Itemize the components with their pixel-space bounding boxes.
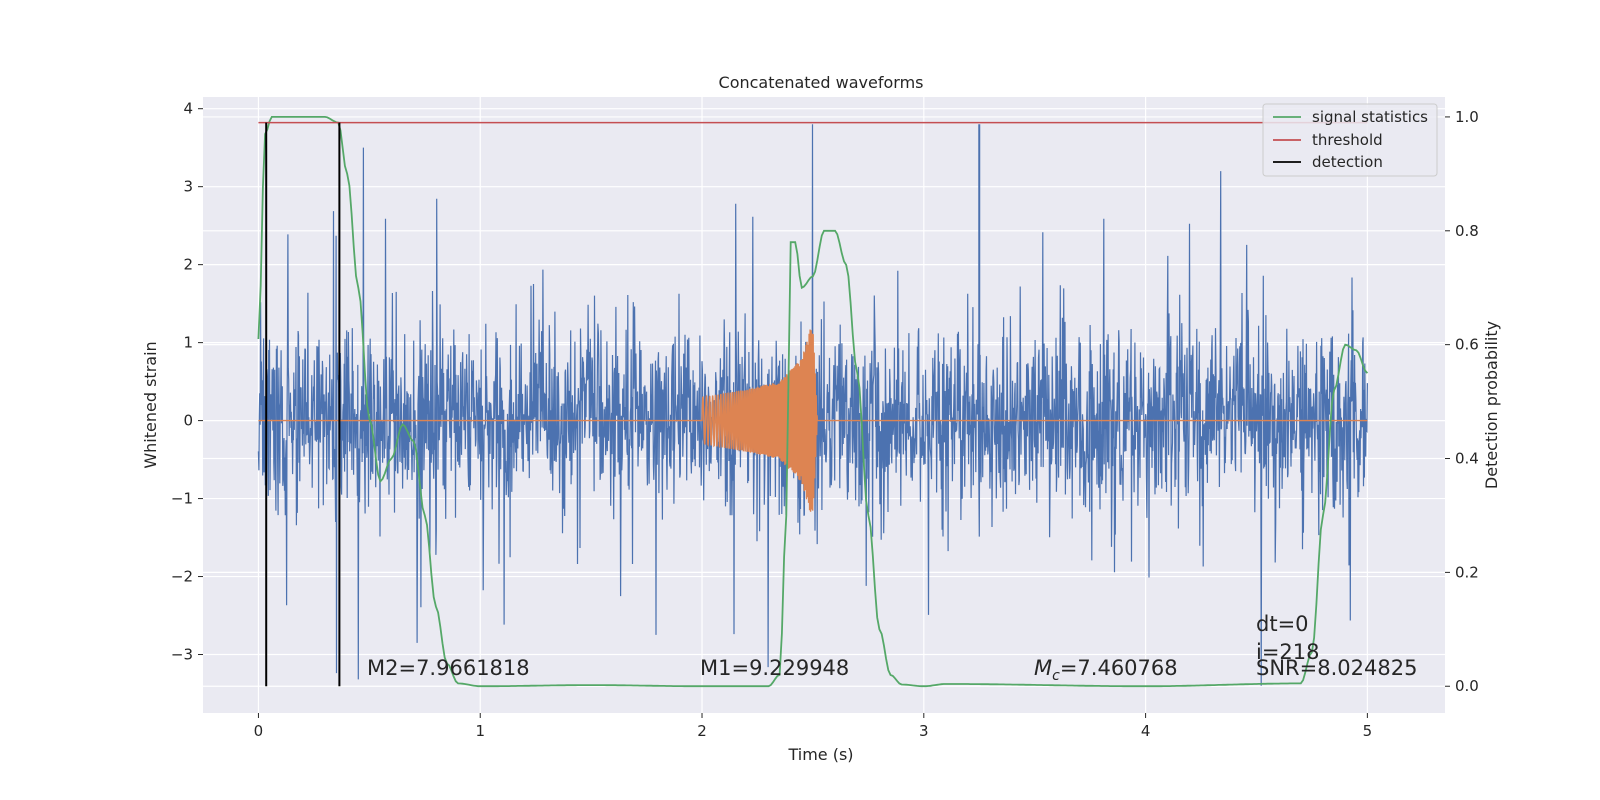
y2-tick-label: 1.0 bbox=[1455, 108, 1479, 126]
y-tick-label: 4 bbox=[183, 100, 193, 118]
annotation-mc-symbol: M bbox=[1034, 656, 1052, 680]
y-tick-label: −1 bbox=[171, 490, 193, 508]
y2-tick-label: 0.2 bbox=[1455, 563, 1479, 581]
y-tick-label: 3 bbox=[183, 178, 193, 196]
y2-tick-label: 0.8 bbox=[1455, 222, 1479, 240]
signal-statistics-series bbox=[257, 116, 1369, 688]
x-tick-label: 0 bbox=[254, 722, 264, 740]
y-tick-label: 0 bbox=[183, 412, 193, 430]
y-tick-label: 1 bbox=[183, 334, 193, 352]
detection-series bbox=[265, 122, 341, 687]
y-tick-label: −2 bbox=[171, 568, 193, 586]
x-tick-label: 2 bbox=[697, 722, 707, 740]
annotation-mc: Mc=7.460768 bbox=[1034, 656, 1178, 684]
x-axis-label: Time (s) bbox=[787, 745, 853, 764]
y-tick-label: 2 bbox=[183, 256, 193, 274]
x-tick-label: 4 bbox=[1141, 722, 1151, 740]
y2-axis-label: Detection probability bbox=[1482, 321, 1501, 489]
template-line bbox=[258, 329, 1368, 512]
y-axis-label: Whitened strain bbox=[141, 341, 160, 468]
annotation-index: i=218 bbox=[1256, 640, 1320, 664]
x-tick-label: 1 bbox=[475, 722, 485, 740]
y-tick-label: −3 bbox=[171, 646, 193, 664]
annotation-m1: M1=9.229948 bbox=[700, 656, 849, 680]
legend: signal statistics threshold detection bbox=[1262, 103, 1438, 177]
y2-axis-ticks: 0.0 0.2 0.4 0.6 0.8 1.0 bbox=[1445, 108, 1479, 695]
annotation-mc-subscript: c bbox=[1052, 668, 1060, 684]
template-series bbox=[258, 329, 1368, 512]
chart-title: Concatenated waveforms bbox=[719, 73, 924, 92]
annotations: M2=7.9661818 M1=9.229948 Mc=7.460768 SNR… bbox=[367, 612, 1417, 684]
legend-label-detection: detection bbox=[1312, 153, 1383, 171]
legend-label-signal-statistics: signal statistics bbox=[1312, 108, 1428, 126]
y-axis-ticks: −3 −2 −1 0 1 2 3 4 bbox=[171, 100, 203, 664]
x-tick-label: 5 bbox=[1363, 722, 1373, 740]
annotation-dt: dt=0 bbox=[1256, 612, 1309, 636]
annotation-m2: M2=7.9661818 bbox=[367, 656, 530, 680]
legend-box bbox=[1262, 103, 1438, 177]
x-tick-label: 3 bbox=[919, 722, 929, 740]
y2-tick-label: 0.6 bbox=[1455, 336, 1479, 354]
signal-statistics-line bbox=[257, 116, 1369, 688]
x-axis-ticks: 0 1 2 3 4 5 bbox=[254, 713, 1372, 740]
annotation-mc-value: =7.460768 bbox=[1060, 656, 1178, 680]
legend-label-threshold: threshold bbox=[1312, 131, 1383, 149]
y2-tick-label: 0.4 bbox=[1455, 450, 1479, 468]
y2-tick-label: 0.0 bbox=[1455, 677, 1479, 695]
annotation-snr: SNR=8.024825 bbox=[1256, 656, 1417, 680]
